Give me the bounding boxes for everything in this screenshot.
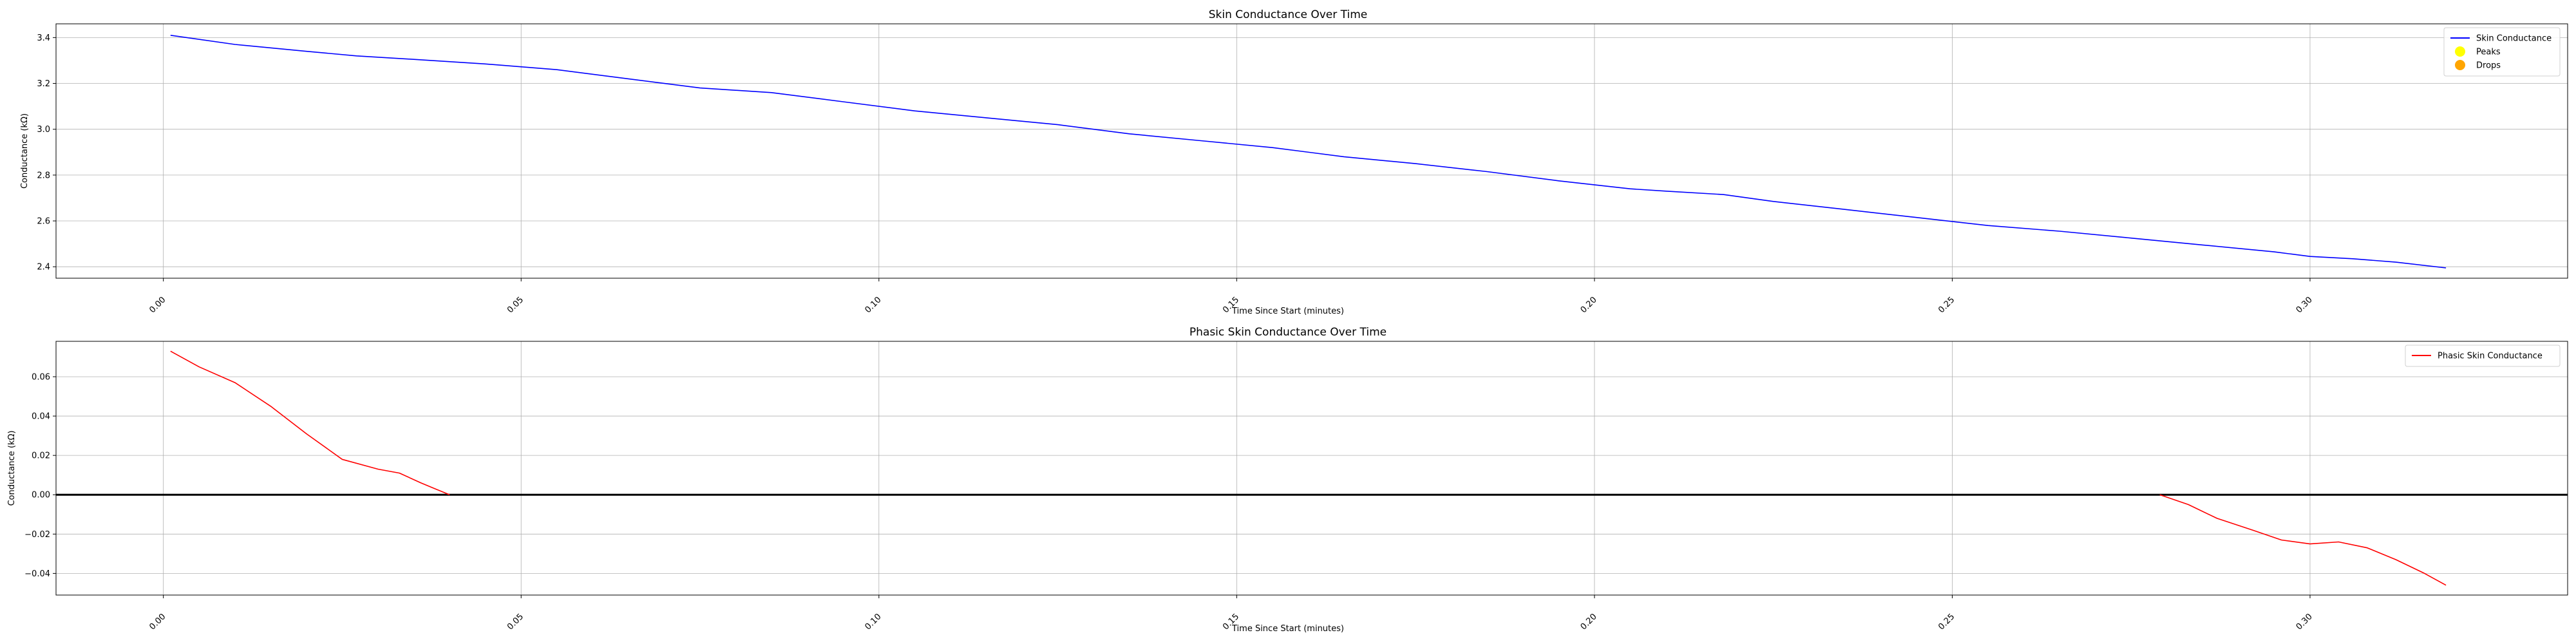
grid bbox=[56, 24, 2568, 278]
x-tick-label: 0.20 bbox=[1579, 612, 1599, 632]
x-axis-label: Time Since Start (minutes) bbox=[1231, 307, 1344, 316]
plot-area bbox=[56, 350, 2568, 586]
legend-box bbox=[2443, 27, 2561, 77]
series-line bbox=[170, 35, 2447, 269]
legend-box bbox=[2405, 345, 2561, 367]
skin-conductance-panel: Skin Conductance Over Time 0.00 0.05 0.10 0… bbox=[20, 8, 2568, 316]
x-tick-label: 0.10 bbox=[864, 612, 884, 632]
y-tick-label: −0.04 bbox=[24, 569, 50, 579]
y-axis-label: Conductance (kΩ) bbox=[20, 113, 30, 189]
x-tick-label: 0.20 bbox=[1579, 295, 1599, 315]
chart-title: Skin Conductance Over Time bbox=[1209, 8, 1367, 21]
y-ticks: 2.4 2.6 2.8 3.0 3.2 3.4 bbox=[37, 33, 56, 272]
y-tick-label: 0.06 bbox=[32, 372, 50, 382]
y-tick-label: 0.00 bbox=[32, 491, 50, 500]
x-tick-label: 0.00 bbox=[147, 295, 167, 315]
y-tick-label: 2.8 bbox=[37, 171, 50, 180]
series-line bbox=[2159, 494, 2447, 586]
plot-area bbox=[170, 35, 2447, 269]
x-tick-label: 0.05 bbox=[506, 295, 526, 315]
y-tick-label: −0.02 bbox=[24, 530, 50, 540]
x-tick-label: 0.30 bbox=[2295, 612, 2315, 632]
legend-label: Skin Conductance bbox=[2476, 34, 2552, 44]
legend: Phasic Skin Conductance bbox=[2405, 345, 2561, 367]
y-tick-label: 2.6 bbox=[37, 217, 50, 227]
legend-swatch bbox=[2455, 60, 2465, 70]
x-ticks: 0.00 0.05 0.10 0.15 0.20 0.25 0.30 bbox=[147, 595, 2315, 632]
legend: Skin Conductance Peaks Drops bbox=[2443, 27, 2561, 77]
legend-swatch bbox=[2455, 46, 2465, 57]
y-tick-label: 3.2 bbox=[37, 79, 50, 89]
axes-frame bbox=[55, 341, 2568, 596]
legend-label: Phasic Skin Conductance bbox=[2438, 352, 2543, 361]
x-tick-label: 0.00 bbox=[147, 612, 167, 632]
y-ticks: −0.04 −0.02 0.00 0.02 0.04 0.06 bbox=[24, 372, 56, 579]
y-tick-label: 2.4 bbox=[37, 263, 50, 272]
legend-label: Drops bbox=[2476, 61, 2501, 71]
chart-title: Phasic Skin Conductance Over Time bbox=[1189, 326, 1387, 339]
axes-frame bbox=[55, 23, 2568, 279]
grid bbox=[56, 341, 2568, 595]
y-tick-label: 3.4 bbox=[37, 33, 50, 43]
y-tick-label: 0.04 bbox=[32, 412, 50, 422]
x-tick-label: 0.25 bbox=[1937, 295, 1956, 315]
x-tick-label: 0.10 bbox=[864, 295, 884, 315]
series-line bbox=[170, 350, 450, 495]
y-axis-label: Conductance (kΩ) bbox=[7, 430, 17, 506]
y-tick-label: 3.0 bbox=[37, 125, 50, 135]
x-tick-label: 0.05 bbox=[506, 612, 526, 632]
x-tick-label: 0.30 bbox=[2295, 295, 2315, 315]
x-ticks: 0.00 0.05 0.10 0.15 0.20 0.25 0.30 bbox=[147, 278, 2315, 315]
y-tick-label: 0.02 bbox=[32, 451, 50, 461]
x-axis-label: Time Since Start (minutes) bbox=[1231, 624, 1344, 634]
legend-label: Peaks bbox=[2476, 48, 2501, 57]
x-tick-label: 0.25 bbox=[1937, 612, 1956, 632]
phasic-skin-conductance-panel: Phasic Skin Conductance Over Time 0.00 0.… bbox=[7, 326, 2568, 634]
